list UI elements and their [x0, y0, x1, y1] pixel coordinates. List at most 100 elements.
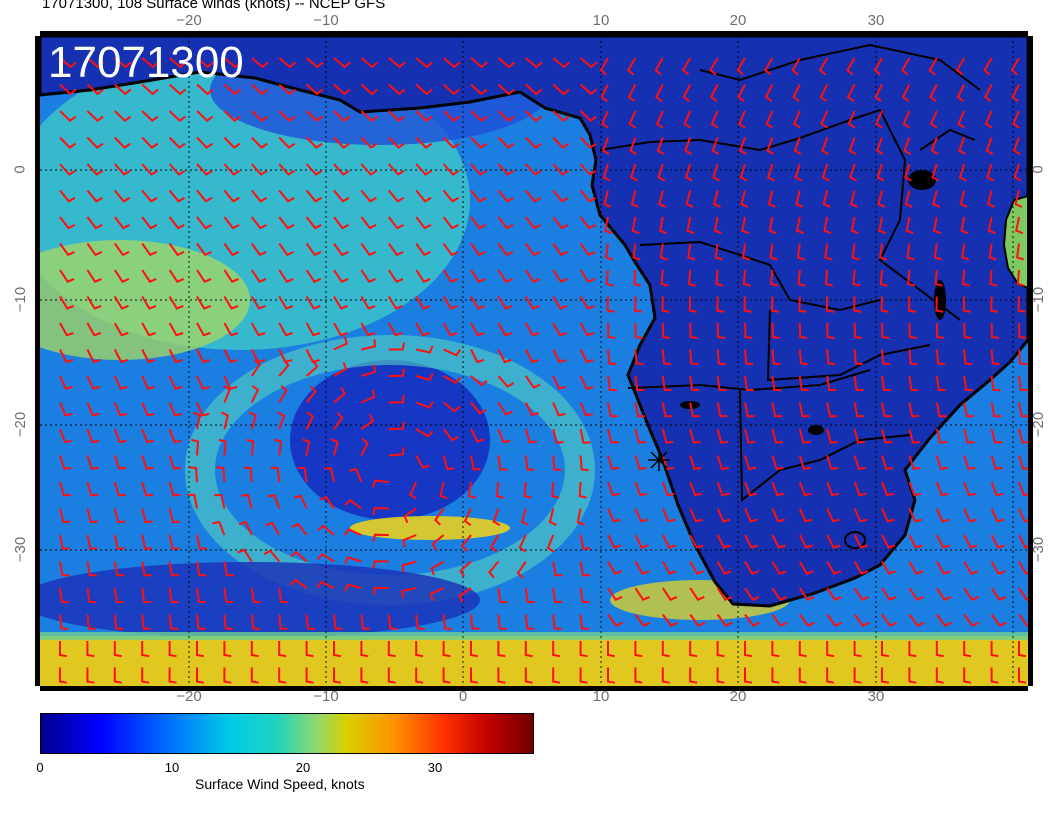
- wind-barb: [771, 641, 780, 658]
- wind-barb: [278, 587, 289, 604]
- wind-barb: [852, 269, 861, 287]
- wind-barb: [442, 667, 451, 684]
- wind-barb: [607, 534, 622, 549]
- wind-barb: [59, 163, 76, 176]
- wind-barb: [223, 163, 241, 176]
- wind-barb: [661, 508, 676, 523]
- wind-barb: [716, 587, 733, 601]
- wind-barb: [223, 641, 232, 658]
- left-axis-bar: [35, 36, 40, 686]
- wind-barb: [607, 455, 620, 471]
- wind-barb: [935, 402, 947, 418]
- wind-barb: [963, 455, 976, 471]
- wind-barb: [634, 560, 650, 575]
- wind-barb: [415, 345, 434, 354]
- wind-barb: [372, 560, 389, 569]
- wind-barb: [113, 481, 126, 497]
- wind-barb: [333, 57, 351, 69]
- wind-barb: [881, 481, 894, 497]
- wind-barb: [990, 587, 1007, 601]
- wind-barb: [908, 322, 917, 339]
- wind-barb: [518, 534, 527, 553]
- wind-barb: [744, 613, 761, 627]
- wind-barb: [251, 57, 269, 69]
- wind-barb: [908, 349, 918, 366]
- wind-barb: [771, 428, 783, 444]
- wind-barb: [1018, 402, 1028, 418]
- wind-barb: [168, 322, 184, 337]
- wind-barb: [387, 295, 403, 310]
- wind-barb: [935, 641, 944, 658]
- wind-barb: [114, 57, 132, 69]
- wind-barb: [415, 428, 434, 438]
- wind-barb: [196, 189, 213, 203]
- wind-barb: [797, 269, 806, 287]
- wind-barb: [881, 375, 891, 392]
- wind-barb: [985, 137, 994, 155]
- wind-barb: [86, 322, 102, 337]
- wind-barb: [629, 137, 638, 155]
- wind-barb: [607, 667, 616, 684]
- wind-barb: [470, 269, 486, 283]
- wind-barb: [291, 522, 308, 536]
- wind-barb: [59, 83, 77, 96]
- wind-barb: [716, 402, 728, 418]
- lon-label-top: 20: [729, 12, 747, 29]
- wind-barb: [524, 641, 533, 658]
- wind-barb: [223, 384, 231, 403]
- wind-barb: [929, 84, 938, 102]
- wind-barb: [655, 84, 664, 102]
- wind-barb: [388, 342, 405, 351]
- wind-barb: [990, 402, 1002, 418]
- wind-barb: [442, 401, 461, 413]
- wind-barb: [442, 136, 460, 149]
- wind-barb: [415, 295, 431, 310]
- wind-barb: [661, 375, 672, 392]
- wind-barb: [305, 110, 323, 123]
- wind-barb: [711, 137, 720, 155]
- wind-barb: [442, 614, 453, 630]
- wind-barb: [86, 216, 103, 230]
- wind-barb: [931, 163, 940, 182]
- wind-barbs: [59, 57, 1028, 684]
- wind-barb: [1018, 508, 1028, 523]
- wind-barb: [196, 402, 210, 417]
- wind-barb: [821, 163, 830, 182]
- wind-barb: [798, 296, 807, 313]
- colorbar-tick: 0: [36, 760, 44, 775]
- wind-barb: [168, 189, 186, 203]
- lon-label-top: 10: [592, 12, 610, 29]
- wind-barb: [552, 561, 563, 577]
- wind-barb: [196, 83, 214, 96]
- wind-barb: [771, 402, 783, 418]
- wind-barb: [113, 455, 127, 470]
- wind-barb: [1018, 428, 1028, 444]
- lon-label-top: −20: [176, 12, 202, 29]
- wind-barb: [798, 613, 815, 627]
- wind-barb: [552, 163, 570, 176]
- wind-barb: [250, 641, 259, 658]
- wind-barb: [387, 614, 398, 630]
- wind-barb: [738, 137, 747, 155]
- wind-barb: [607, 641, 616, 658]
- wind-barb: [826, 349, 836, 366]
- wind-barb: [770, 296, 780, 313]
- wind-barb: [935, 587, 952, 601]
- wind-barb: [333, 216, 350, 230]
- wind-barb: [634, 402, 646, 418]
- wind-barb: [689, 455, 702, 471]
- wind-barb: [903, 163, 912, 182]
- colorbar-tick: 20: [295, 760, 311, 775]
- wind-barb: [333, 361, 348, 377]
- wind-barb: [908, 534, 923, 549]
- wind-barb: [497, 587, 508, 604]
- wind-barb: [250, 269, 267, 283]
- wind-barb: [524, 614, 535, 630]
- wind-barb: [168, 667, 177, 684]
- wind-barb: [935, 349, 945, 366]
- wind-barb: [744, 455, 757, 471]
- wind-barb: [878, 216, 887, 235]
- lon-label-bottom: −10: [313, 688, 339, 705]
- wind-barb: [579, 375, 594, 390]
- wind-barb: [712, 163, 721, 182]
